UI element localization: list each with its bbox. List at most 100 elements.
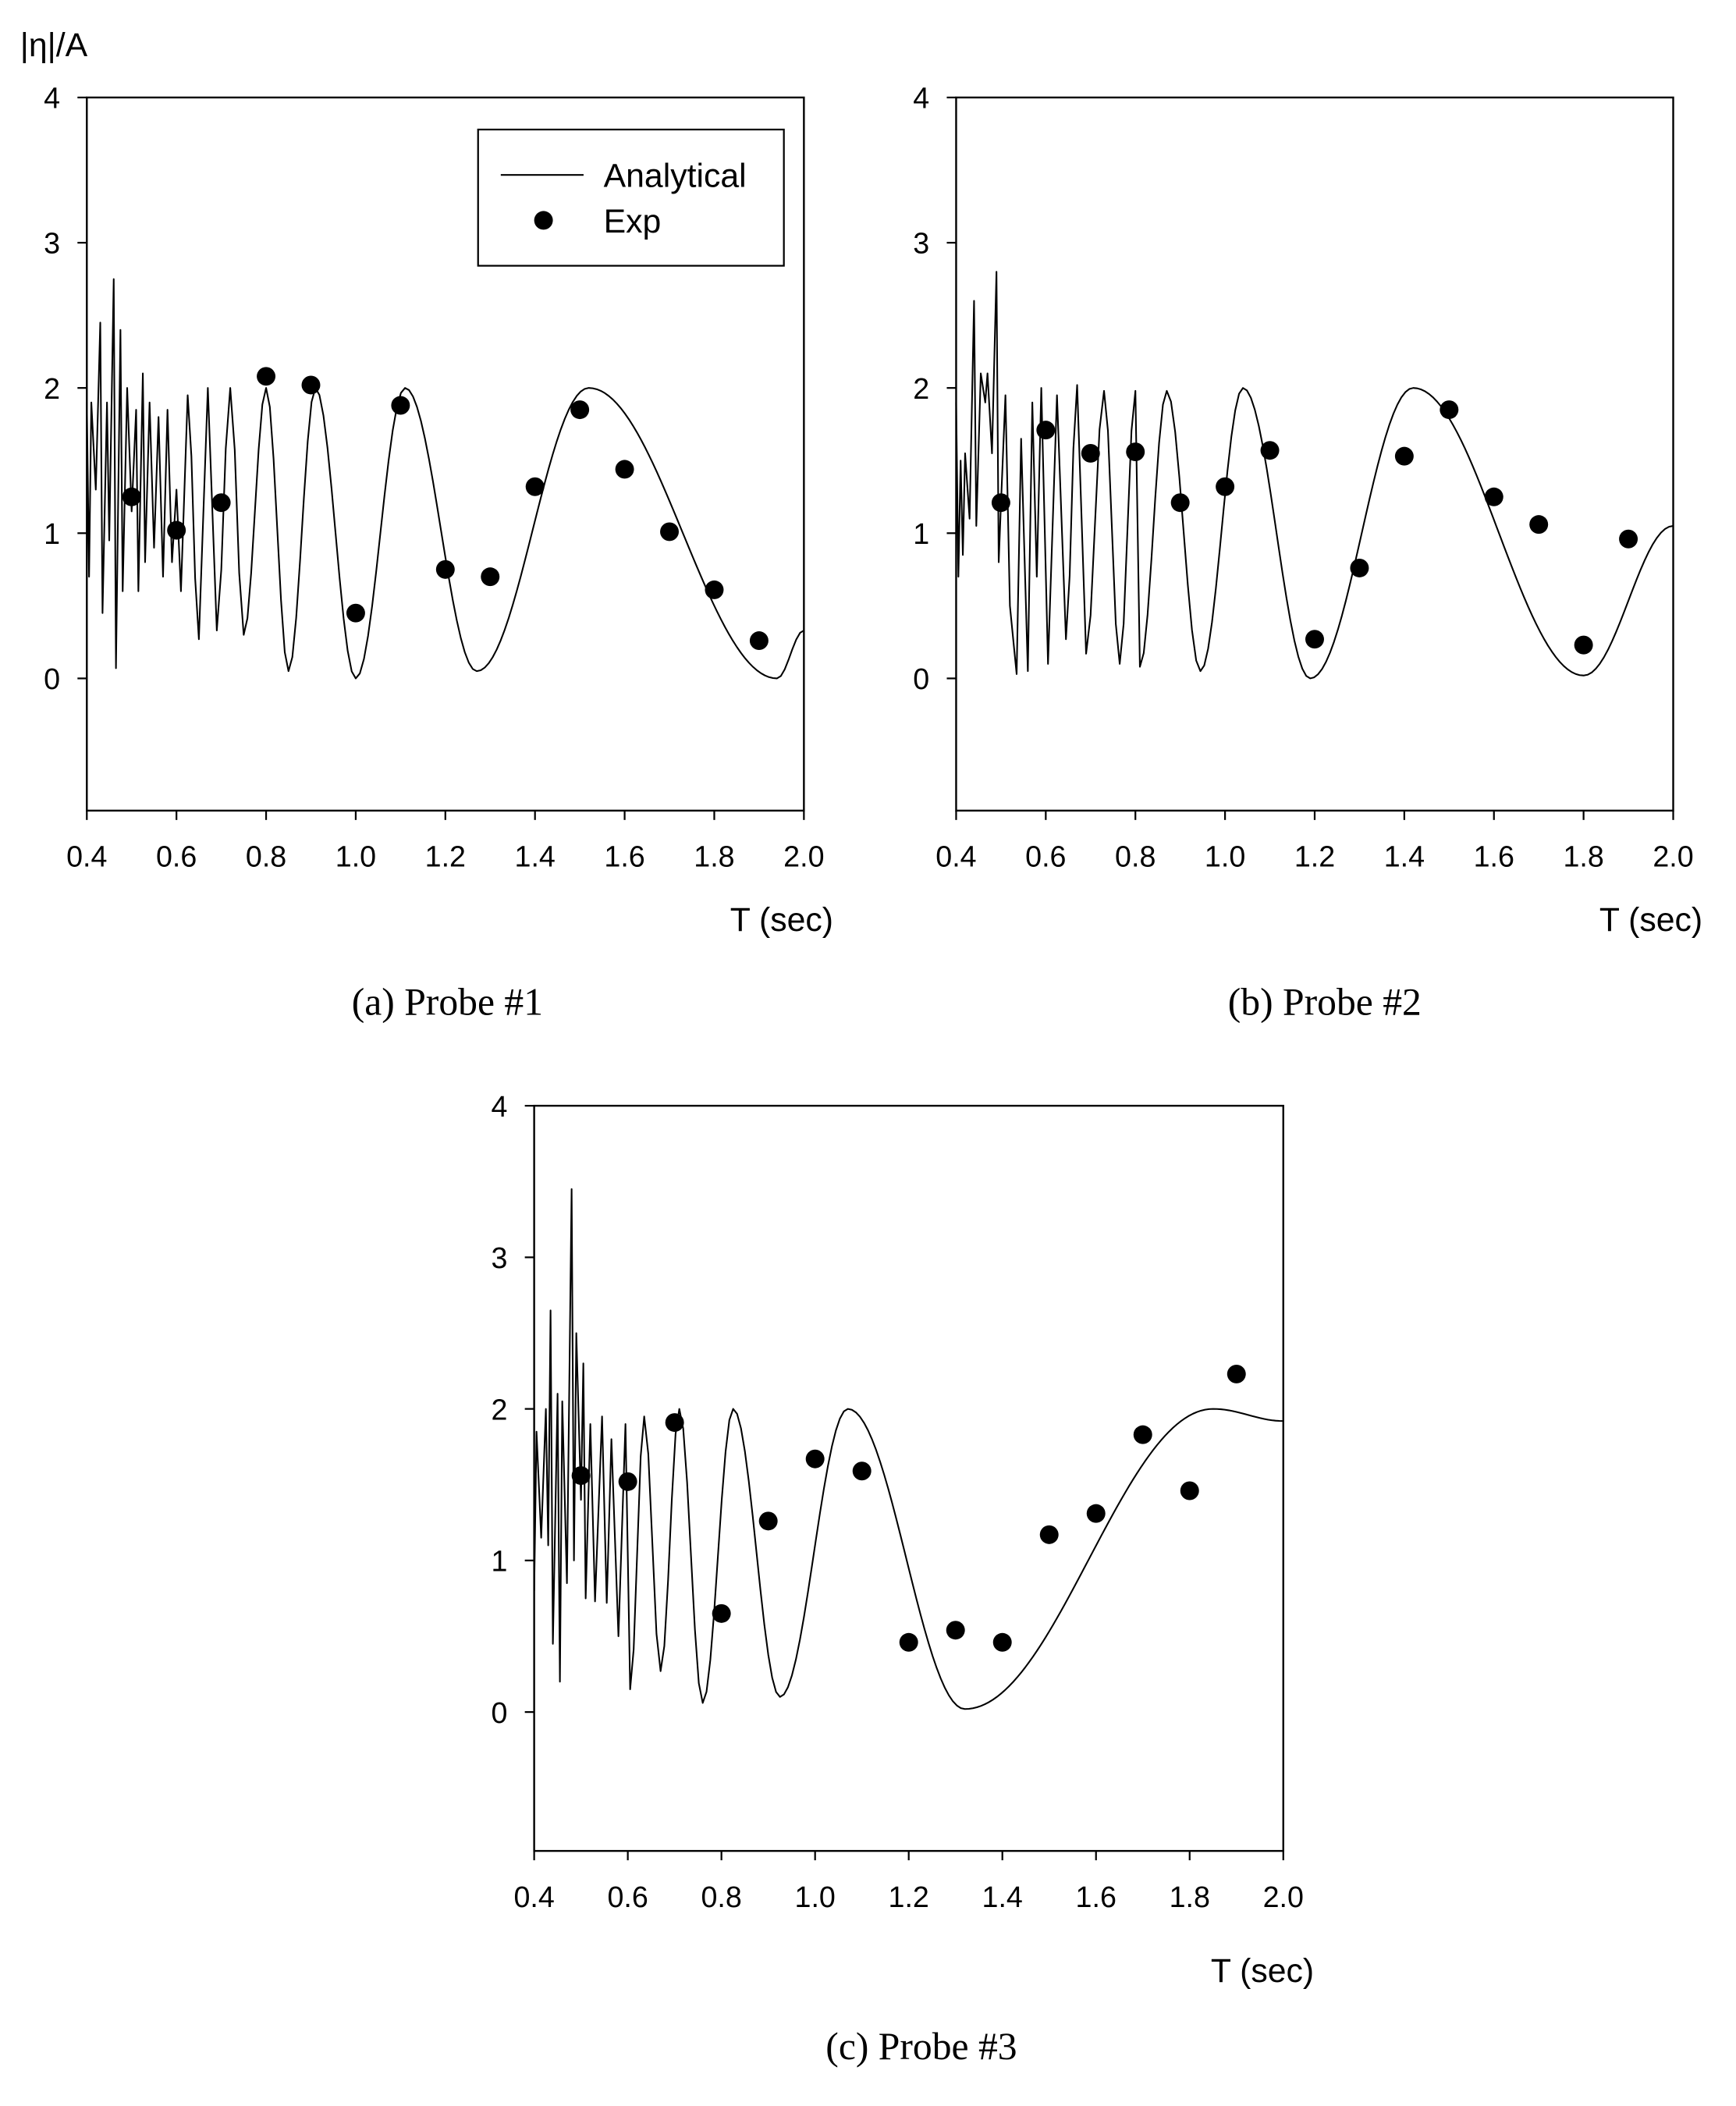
plot-frame xyxy=(955,96,1674,812)
y-tick-label: 1 xyxy=(491,1545,507,1578)
panel-caption: (c) Probe #3 xyxy=(825,2025,1017,2068)
exp-point xyxy=(705,580,724,599)
exp-point xyxy=(1170,493,1190,513)
chart-panel-2: 0 1 2 3 4 0.4 0.6 0.8 1.0 1.2 1.4 1.6 1.8 2.0 T (sec) (… xyxy=(913,82,1702,1024)
panel-caption: (a) Probe #1 xyxy=(352,981,543,1024)
exp-point xyxy=(1180,1481,1199,1500)
panel-caption: (b) Probe #2 xyxy=(1228,981,1422,1024)
x-axis-label: T (sec) xyxy=(1211,1952,1314,1990)
exp-point xyxy=(1081,443,1100,463)
exp-point xyxy=(391,396,410,415)
y-tick-label: 4 xyxy=(491,1090,507,1123)
y-tick-label: 2 xyxy=(44,372,60,405)
x-axis-label: T (sec) xyxy=(1599,901,1702,939)
legend-exp: Exp xyxy=(604,203,662,240)
exp-point xyxy=(1039,1525,1059,1544)
y-tick-label: 0 xyxy=(44,662,60,695)
x-tick-label: 1.0 xyxy=(1205,840,1245,873)
x-tick-label: 1.2 xyxy=(889,1880,929,1913)
x-tick-label: 0.6 xyxy=(1025,840,1066,873)
x-tick-label: 1.4 xyxy=(1384,840,1425,873)
x-tick-label: 1.6 xyxy=(1474,840,1514,873)
y-tick-label: 4 xyxy=(913,82,929,115)
x-tick-label: 1.4 xyxy=(982,1880,1023,1913)
legend-analytical: Analytical xyxy=(604,158,747,195)
chart-panel-3: 0 1 2 3 4 0.4 0.6 0.8 1.0 1.2 1.4 1.6 1.8 2.0 T (sec) (… xyxy=(491,1090,1314,2068)
plot-frame xyxy=(533,1104,1284,1852)
exp-point xyxy=(257,367,276,386)
exp-point xyxy=(1305,630,1324,649)
x-tick-label: 0.4 xyxy=(935,840,976,873)
x-tick-label: 1.6 xyxy=(604,840,644,873)
legend-box xyxy=(477,128,785,267)
y-tick-label: 3 xyxy=(491,1241,507,1274)
x-tick-label: 1.8 xyxy=(1170,1880,1210,1913)
x-tick-label: 1.2 xyxy=(1294,840,1335,873)
x-tick-label: 2.0 xyxy=(1263,1880,1304,1913)
exp-point xyxy=(1394,446,1414,466)
exp-point xyxy=(525,477,545,496)
x-tick-label: 1.6 xyxy=(1076,1880,1117,1913)
x-tick-label: 0.8 xyxy=(246,840,286,873)
exp-point xyxy=(1216,477,1235,496)
x-tick-label: 2.0 xyxy=(783,840,824,873)
y-tick-label: 2 xyxy=(913,372,929,405)
x-tick-label: 1.0 xyxy=(795,1880,836,1913)
chart-panel-1: 0 1 2 3 4 0.4 0.6 0.8 1.0 1.2 1.4 1.6 1.8 2.0 T (sec) (… xyxy=(44,82,833,1024)
exp-point xyxy=(615,460,634,479)
y-tick-label: 2 xyxy=(491,1393,507,1426)
analytical-line xyxy=(955,271,1674,680)
y-tick-label: 0 xyxy=(913,662,929,695)
x-tick-label: 0.8 xyxy=(1115,840,1156,873)
exp-point xyxy=(946,1621,965,1640)
exp-point xyxy=(167,520,186,540)
y-tick-label: 1 xyxy=(44,517,60,550)
exp-point xyxy=(1133,1425,1152,1444)
exp-point xyxy=(1350,558,1369,577)
exp-point xyxy=(1126,442,1145,462)
exp-point xyxy=(301,375,321,395)
exp-point xyxy=(1227,1364,1246,1383)
x-tick-label: 0.8 xyxy=(701,1880,742,1913)
legend-dot-swatch xyxy=(534,211,553,230)
y-axis-label: |η|/A xyxy=(20,27,88,64)
exp-point xyxy=(852,1461,872,1481)
y-tick-label: 0 xyxy=(491,1696,507,1729)
x-tick-label: 0.4 xyxy=(513,1880,554,1913)
exp-point xyxy=(805,1449,825,1469)
exp-point xyxy=(660,522,680,542)
x-tick-label: 1.2 xyxy=(425,840,466,873)
exp-point xyxy=(712,1603,731,1623)
x-tick-label: 0.6 xyxy=(607,1880,648,1913)
exp-point xyxy=(1036,421,1056,440)
y-tick-label: 3 xyxy=(44,227,60,260)
exp-point xyxy=(991,493,1010,513)
analytical-line xyxy=(86,278,804,680)
exp-point xyxy=(481,567,500,587)
x-tick-label: 0.4 xyxy=(66,840,107,873)
x-tick-label: 1.8 xyxy=(1563,840,1603,873)
exp-point xyxy=(749,631,769,651)
exp-point xyxy=(211,493,231,513)
exp-point xyxy=(618,1472,637,1491)
exp-point xyxy=(665,1413,684,1433)
exp-point xyxy=(992,1632,1012,1652)
exp-point xyxy=(435,559,455,579)
exp-point xyxy=(1619,529,1638,549)
exp-point xyxy=(346,603,365,623)
exp-point xyxy=(1484,487,1503,506)
exp-point xyxy=(1440,400,1459,420)
analytical-line xyxy=(533,1188,1283,1710)
exp-point xyxy=(1574,635,1593,655)
legend: Analytical Exp xyxy=(477,128,785,267)
x-tick-label: 1.0 xyxy=(335,840,376,873)
x-tick-label: 0.6 xyxy=(156,840,197,873)
y-tick-label: 1 xyxy=(913,517,929,550)
exp-point xyxy=(571,1466,591,1486)
x-tick-label: 1.4 xyxy=(515,840,556,873)
exp-point xyxy=(570,400,590,420)
exp-point xyxy=(1529,515,1549,534)
x-axis-label: T (sec) xyxy=(730,901,833,939)
exp-point xyxy=(1086,1504,1106,1523)
